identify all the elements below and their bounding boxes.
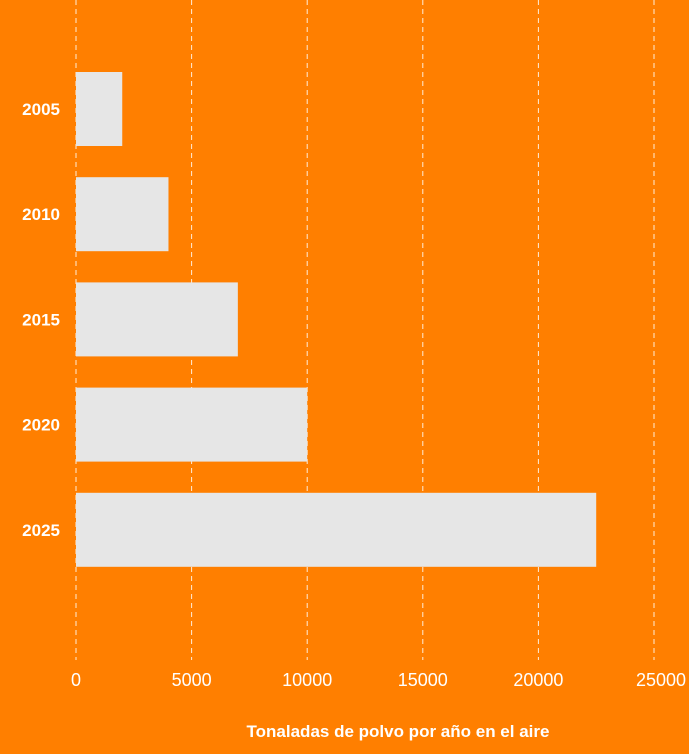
bar-2015 — [76, 282, 238, 357]
x-tick-label-5000: 5000 — [172, 670, 212, 690]
category-label-2010: 2010 — [22, 205, 60, 224]
x-tick-label-25000: 25000 — [636, 670, 686, 690]
category-label-2025: 2025 — [22, 521, 60, 540]
x-tick-label-0: 0 — [71, 670, 81, 690]
bar-2020 — [76, 387, 308, 462]
category-labels: 2005 2010 2015 2020 2025 — [22, 100, 60, 540]
bar-2010 — [76, 177, 169, 252]
x-axis-ticks: 0 5000 10000 15000 20000 25000 — [71, 670, 686, 690]
x-axis-title: Tonaladas de polvo por año en el aire — [247, 722, 550, 741]
bar-2005 — [76, 72, 123, 146]
x-tick-label-15000: 15000 — [398, 670, 448, 690]
bar-2025 — [76, 492, 597, 567]
x-tick-label-10000: 10000 — [282, 670, 332, 690]
category-label-2015: 2015 — [22, 310, 60, 329]
x-tick-label-20000: 20000 — [513, 670, 563, 690]
category-label-2020: 2020 — [22, 416, 60, 435]
category-label-2005: 2005 — [22, 100, 60, 119]
bars — [76, 72, 597, 567]
